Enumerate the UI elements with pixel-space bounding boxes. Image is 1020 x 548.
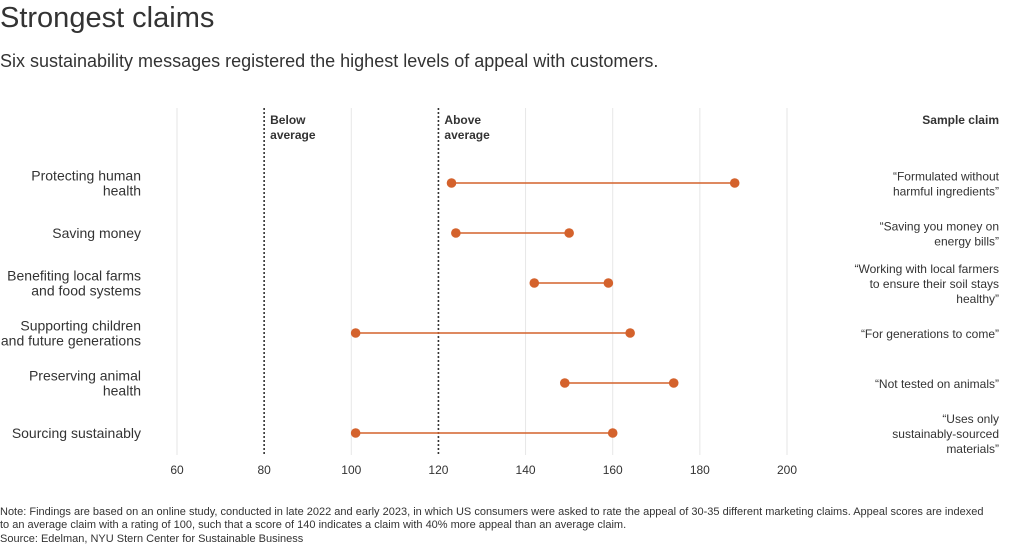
sample-claim-0: “Formulated without harmful ingredients”: [893, 170, 1000, 199]
sample-claim-5-line: materials”: [946, 442, 999, 456]
category-label-4-line: health: [103, 383, 141, 399]
sample-claim-1-line: “Saving you money on: [880, 220, 999, 234]
sample-claim-4: “Not tested on animals”: [875, 377, 999, 391]
chart-title: Strongest claims: [0, 2, 215, 34]
reference-label-80: Below average: [270, 113, 316, 142]
x-tick-label-60: 60: [170, 463, 184, 477]
category-label-0-line: Protecting human: [31, 168, 141, 184]
sample-claim-3-line: “For generations to come”: [861, 327, 999, 341]
sample-claim-header: Sample claim: [922, 113, 999, 127]
x-tick-label-120: 120: [428, 463, 448, 477]
low-point-4: [559, 378, 570, 388]
sample-claim-2-line: to ensure their soil stays: [870, 277, 999, 291]
reference-label-line: Above: [444, 113, 481, 127]
high-point-1: [564, 228, 574, 238]
reference-label-120: Above average: [444, 113, 490, 142]
sample-claim-2: “Working with local farmers to ensure the…: [855, 262, 999, 306]
low-point-2: [529, 278, 540, 288]
category-label-4-line: Preserving animal: [29, 368, 141, 384]
category-label-5-line: Sourcing sustainably: [12, 425, 141, 441]
category-label-2: Benefiting local farms and food systems: [7, 268, 141, 299]
x-tick-label-80: 80: [257, 463, 271, 477]
category-label-0: Protecting human health: [31, 168, 141, 199]
sample-claim-5-line: “Uses only: [942, 412, 999, 426]
category-label-4: Preserving animal health: [29, 368, 141, 399]
reference-label-line: average: [270, 128, 316, 142]
x-tick-label-200: 200: [777, 463, 797, 477]
sample-claim-2-line: healthy”: [956, 292, 999, 306]
category-label-3-line: Supporting children: [20, 318, 141, 334]
high-point-0: [729, 178, 740, 188]
category-label-3: Supporting children and future generation…: [1, 318, 141, 349]
sample-claim-0-line: harmful ingredients”: [893, 185, 999, 199]
reference-label-line: Below: [270, 113, 306, 127]
category-label-2-line: and food systems: [31, 283, 141, 299]
x-tick-label-100: 100: [341, 463, 361, 477]
x-tick-label-140: 140: [516, 463, 536, 477]
sample-claim-2-line: “Working with local farmers: [855, 262, 999, 276]
low-point-5: [350, 428, 361, 438]
x-tick-label-180: 180: [690, 463, 710, 477]
low-point-1: [451, 228, 461, 238]
source-line: Source: Edelman, NYU Stern Center for Su…: [0, 532, 304, 545]
sample-claim-5: “Uses only sustainably-sourced materials”: [892, 412, 999, 456]
category-label-5: Sourcing sustainably: [12, 425, 141, 441]
high-point-4: [668, 378, 679, 388]
sample-claim-0-line: “Formulated without: [893, 170, 1000, 184]
category-label-3-line: and future generations: [1, 333, 141, 349]
high-point-2: [603, 278, 614, 288]
high-point-3: [625, 328, 635, 338]
category-label-0-line: health: [103, 183, 141, 199]
note-line-2: to an average claim with a rating of 100…: [0, 519, 627, 532]
sample-claim-5-line: sustainably-sourced: [892, 427, 999, 441]
category-label-1: Saving money: [52, 225, 141, 241]
chart-subtitle: Six sustainability messages registered t…: [0, 51, 659, 71]
sample-claim-4-line: “Not tested on animals”: [875, 377, 999, 391]
note-line-1: Note: Findings are based on an online st…: [0, 506, 984, 518]
category-label-1-line: Saving money: [52, 225, 141, 241]
sample-claim-1-line: energy bills”: [934, 235, 999, 249]
sample-claim-3: “For generations to come”: [861, 327, 999, 341]
low-point-3: [350, 328, 361, 338]
reference-label-line: average: [444, 128, 490, 142]
x-tick-label-160: 160: [603, 463, 623, 477]
sample-claim-1: “Saving you money on energy bills”: [880, 220, 999, 249]
high-point-5: [607, 428, 618, 438]
footnote: Note: Findings are based on an online st…: [0, 506, 983, 546]
low-point-0: [446, 178, 457, 188]
category-label-2-line: Benefiting local farms: [7, 268, 141, 284]
